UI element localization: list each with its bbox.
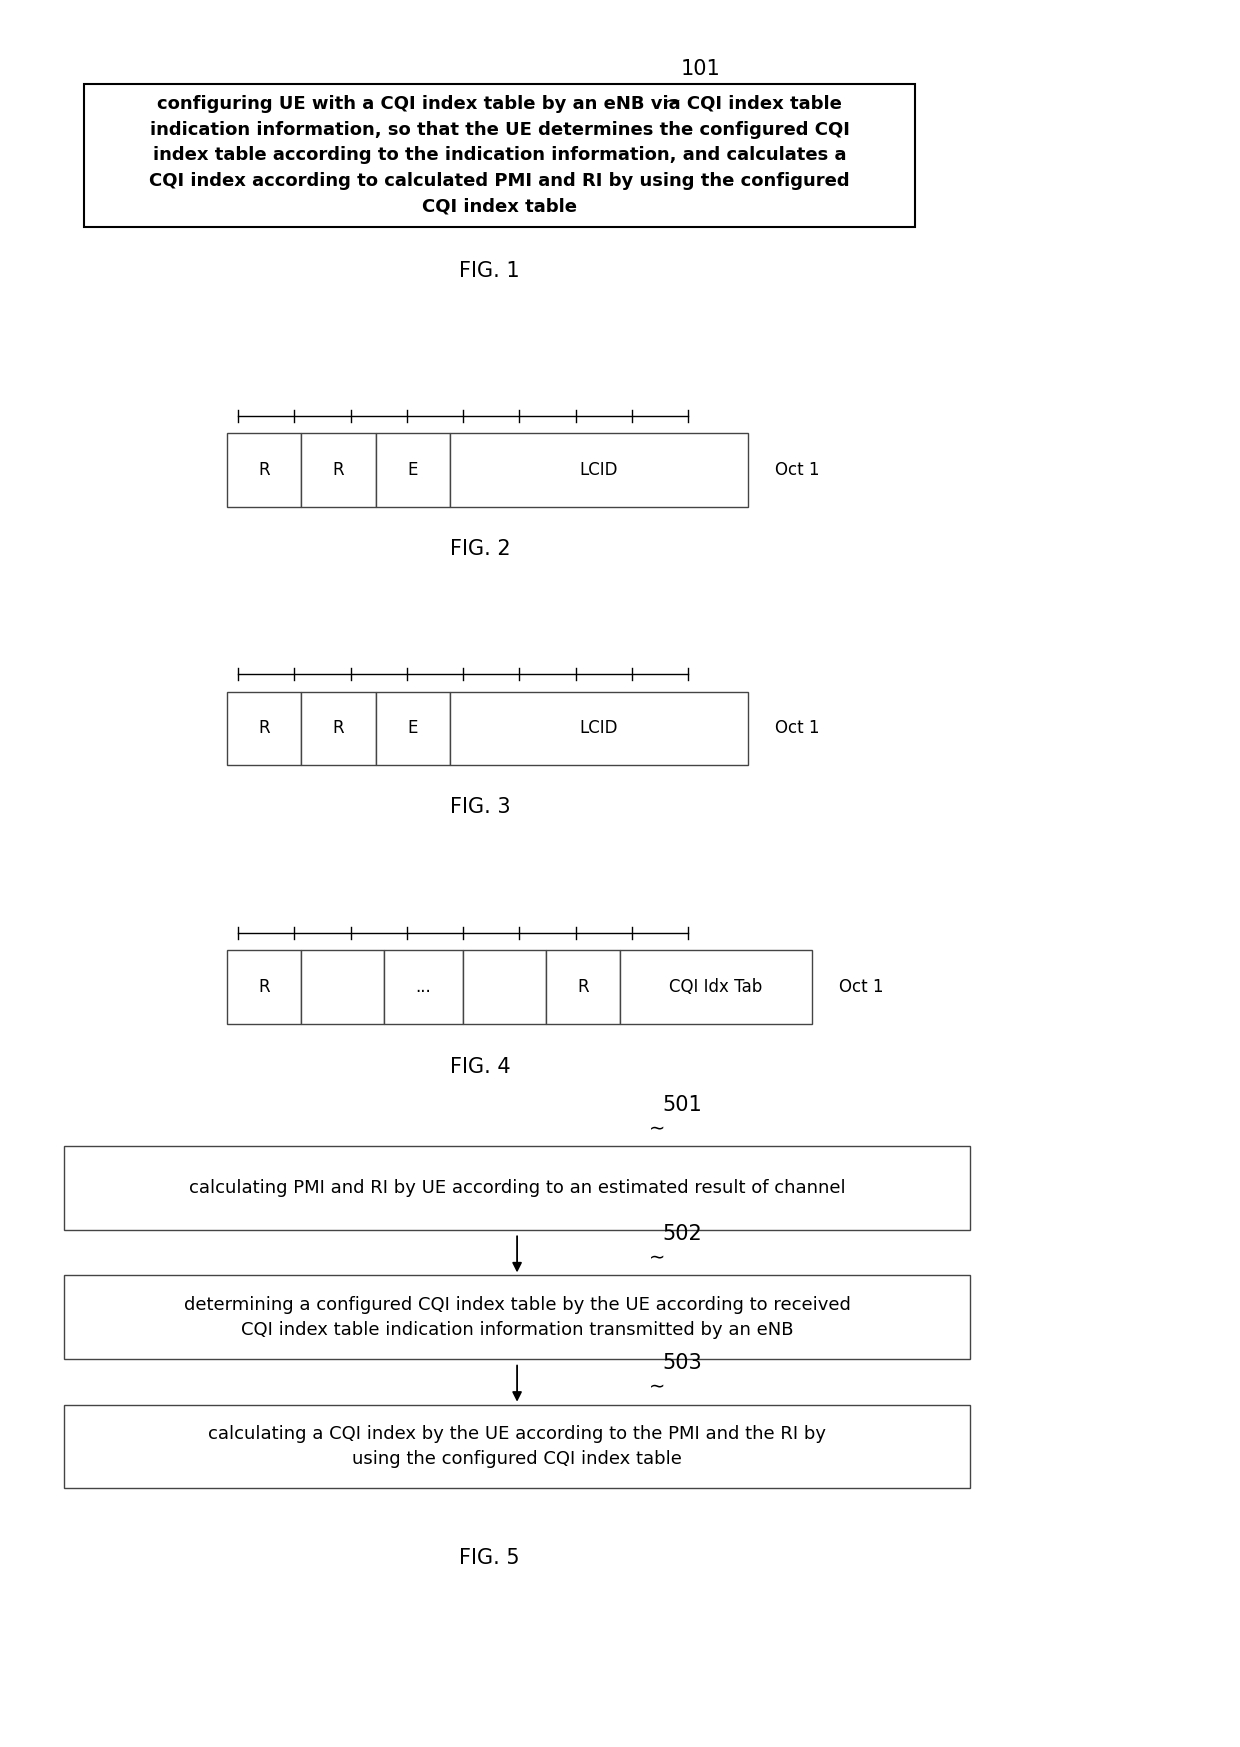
- Text: R: R: [332, 461, 345, 479]
- Text: R: R: [332, 720, 345, 737]
- FancyBboxPatch shape: [620, 950, 812, 1024]
- Text: Oct 1: Oct 1: [775, 720, 820, 737]
- Text: calculating PMI and RI by UE according to an estimated result of channel: calculating PMI and RI by UE according t…: [188, 1179, 846, 1197]
- Text: Oct 1: Oct 1: [775, 461, 820, 479]
- Text: 501: 501: [662, 1095, 702, 1115]
- FancyBboxPatch shape: [450, 433, 748, 507]
- Text: 101: 101: [681, 59, 720, 79]
- Text: Oct 1: Oct 1: [839, 978, 884, 996]
- Text: FIG. 4: FIG. 4: [450, 1057, 510, 1078]
- Text: R: R: [258, 461, 270, 479]
- Text: LCID: LCID: [579, 461, 619, 479]
- Text: E: E: [408, 720, 418, 737]
- Text: calculating a CQI index by the UE according to the PMI and the RI by
using the c: calculating a CQI index by the UE accord…: [208, 1426, 826, 1467]
- Text: LCID: LCID: [579, 720, 619, 737]
- Text: CQI Idx Tab: CQI Idx Tab: [670, 978, 763, 996]
- FancyBboxPatch shape: [301, 692, 376, 765]
- Text: FIG. 5: FIG. 5: [460, 1548, 520, 1569]
- Text: ∼: ∼: [649, 1378, 666, 1396]
- Text: ∼: ∼: [649, 1120, 666, 1137]
- Text: FIG. 1: FIG. 1: [460, 260, 520, 281]
- Text: ...: ...: [415, 978, 432, 996]
- FancyBboxPatch shape: [384, 950, 463, 1024]
- Text: FIG. 2: FIG. 2: [450, 538, 510, 559]
- FancyBboxPatch shape: [64, 1275, 970, 1359]
- Text: ∼: ∼: [665, 93, 682, 110]
- FancyBboxPatch shape: [450, 692, 748, 765]
- FancyBboxPatch shape: [301, 433, 376, 507]
- FancyBboxPatch shape: [64, 1146, 970, 1230]
- FancyBboxPatch shape: [84, 84, 915, 227]
- Text: FIG. 3: FIG. 3: [450, 797, 510, 818]
- Text: configuring UE with a CQI index table by an eNB via CQI index table
indication i: configuring UE with a CQI index table by…: [149, 94, 851, 217]
- Text: determining a configured CQI index table by the UE according to received
CQI ind: determining a configured CQI index table…: [184, 1296, 851, 1338]
- FancyBboxPatch shape: [546, 950, 620, 1024]
- Text: 503: 503: [662, 1354, 702, 1373]
- FancyBboxPatch shape: [376, 692, 450, 765]
- Text: R: R: [258, 720, 270, 737]
- FancyBboxPatch shape: [301, 950, 384, 1024]
- FancyBboxPatch shape: [376, 433, 450, 507]
- FancyBboxPatch shape: [227, 950, 301, 1024]
- FancyBboxPatch shape: [64, 1405, 970, 1488]
- Text: 502: 502: [662, 1225, 702, 1244]
- Text: R: R: [258, 978, 270, 996]
- Text: E: E: [408, 461, 418, 479]
- Text: R: R: [577, 978, 589, 996]
- FancyBboxPatch shape: [227, 433, 301, 507]
- FancyBboxPatch shape: [463, 950, 546, 1024]
- FancyBboxPatch shape: [227, 692, 301, 765]
- Text: ∼: ∼: [649, 1249, 666, 1267]
